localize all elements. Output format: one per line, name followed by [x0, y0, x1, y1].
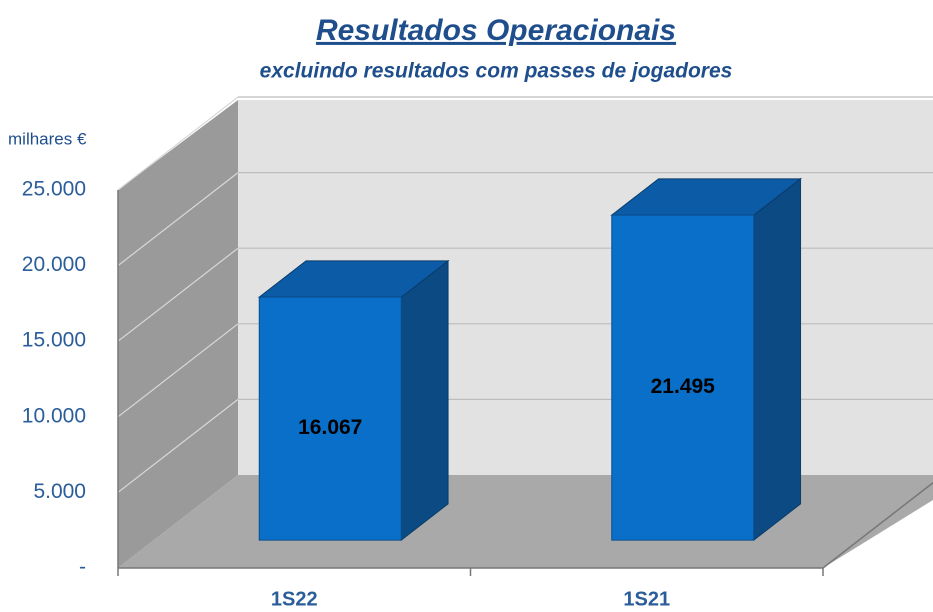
grid-line [117, 398, 239, 493]
y-tick-label: - [79, 556, 86, 579]
plot-walls [118, 100, 933, 568]
grid-line [117, 96, 239, 191]
y-tick-label: 10.000 [22, 404, 86, 427]
floor [118, 475, 933, 568]
value-label: 21.495 [651, 375, 716, 398]
x-axis-depth [822, 482, 933, 569]
x-tick-label: 1S21 [623, 588, 670, 610]
left-wall [118, 100, 238, 568]
bar [258, 296, 402, 541]
y-tick-label: 5.000 [33, 480, 86, 503]
grid-line [117, 247, 239, 342]
chart-title: Resultados Operacionais [316, 14, 676, 47]
grid-line [117, 172, 239, 267]
bar [611, 214, 755, 541]
x-tick-label: 1S22 [271, 588, 318, 610]
y-tick-label: 25.000 [22, 178, 86, 201]
chart-subtitle: excluindo resultados com passes de jogad… [260, 60, 733, 83]
bar-side [753, 177, 802, 542]
y-tick-label: 15.000 [22, 329, 86, 352]
y-tick-label: 20.000 [22, 253, 86, 276]
bar-side [400, 259, 449, 542]
y-axis-label: milhares € [8, 129, 87, 148]
value-label: 16.067 [298, 416, 362, 439]
grid-line [117, 323, 239, 418]
